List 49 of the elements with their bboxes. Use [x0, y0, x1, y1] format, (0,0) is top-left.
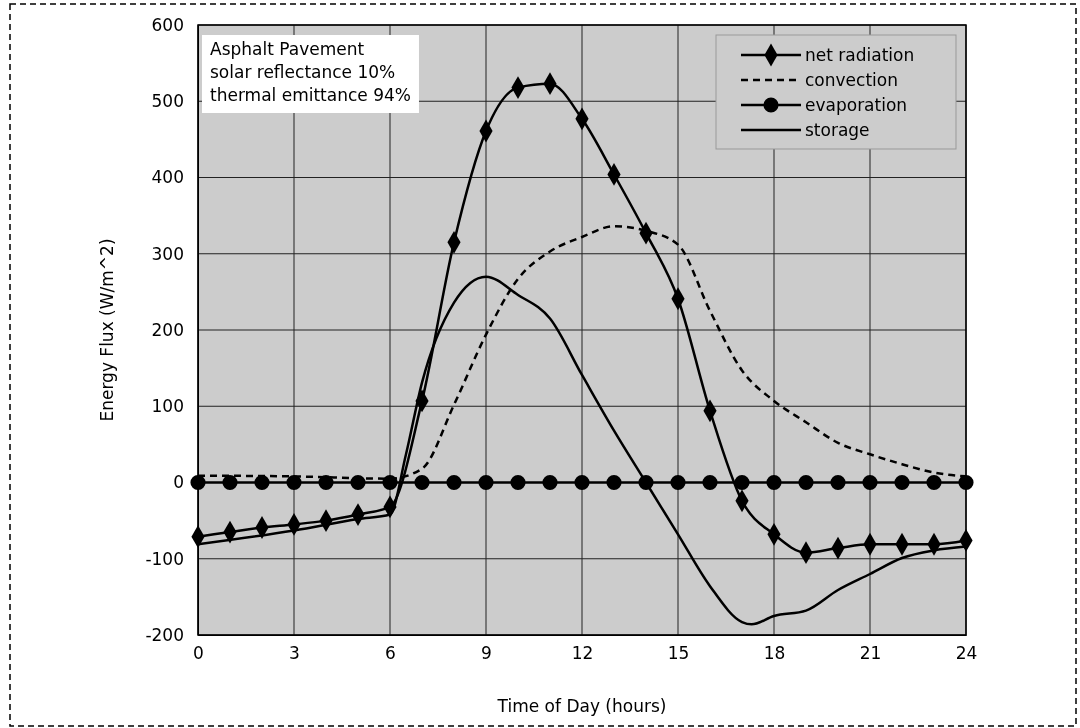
y-tick-label: 0: [173, 472, 184, 493]
x-tick-label: 24: [955, 643, 978, 664]
y-tick-label: 200: [151, 319, 184, 340]
point: [766, 474, 782, 491]
point: [606, 474, 622, 491]
point: [574, 474, 590, 491]
y-tick-label: 300: [151, 243, 184, 264]
x-tick-label: 12: [571, 643, 594, 664]
y-tick-label: 400: [151, 167, 184, 188]
x-tick-label: 9: [481, 643, 492, 664]
point: [414, 474, 430, 491]
point: [382, 474, 398, 491]
point: [222, 474, 238, 491]
x-tick-label: 0: [193, 643, 204, 664]
y-tick-label: 500: [151, 91, 184, 112]
x-tick-label: 18: [763, 643, 786, 664]
point: [542, 474, 558, 491]
point: [286, 474, 302, 491]
point: [702, 474, 718, 491]
y-tick-label: -100: [145, 548, 184, 569]
point: [446, 474, 462, 491]
point: [350, 474, 366, 491]
legend-label: net radiation: [805, 45, 915, 65]
point: [926, 474, 942, 491]
legend-label: convection: [805, 70, 898, 90]
point: [862, 474, 878, 491]
y-tick-label: -200: [145, 624, 184, 645]
point: [670, 474, 686, 491]
point: [798, 474, 814, 491]
y-tick-label: 100: [151, 396, 184, 417]
point: [830, 474, 846, 491]
y-axis-title: Energy Flux (W/m^2): [97, 238, 117, 422]
point: [478, 474, 494, 491]
point: [510, 474, 526, 491]
x-tick-label: 21: [859, 643, 882, 664]
point: [958, 474, 974, 491]
annotation: Asphalt Pavement solar reflectance 10% thermal emittance 94%: [210, 39, 411, 105]
point: [734, 474, 750, 491]
point: [318, 474, 334, 491]
x-tick-label: 6: [385, 643, 396, 664]
x-tick-label: 15: [667, 643, 690, 664]
x-axis-title: Time of Day (hours): [496, 696, 667, 716]
x-tick-label: 3: [289, 643, 300, 664]
legend-label: evaporation: [805, 95, 908, 115]
legend-label: storage: [805, 120, 870, 140]
point: [190, 474, 206, 491]
point: [894, 474, 910, 491]
point: [254, 474, 270, 491]
y-tick-label: 600: [151, 14, 184, 35]
